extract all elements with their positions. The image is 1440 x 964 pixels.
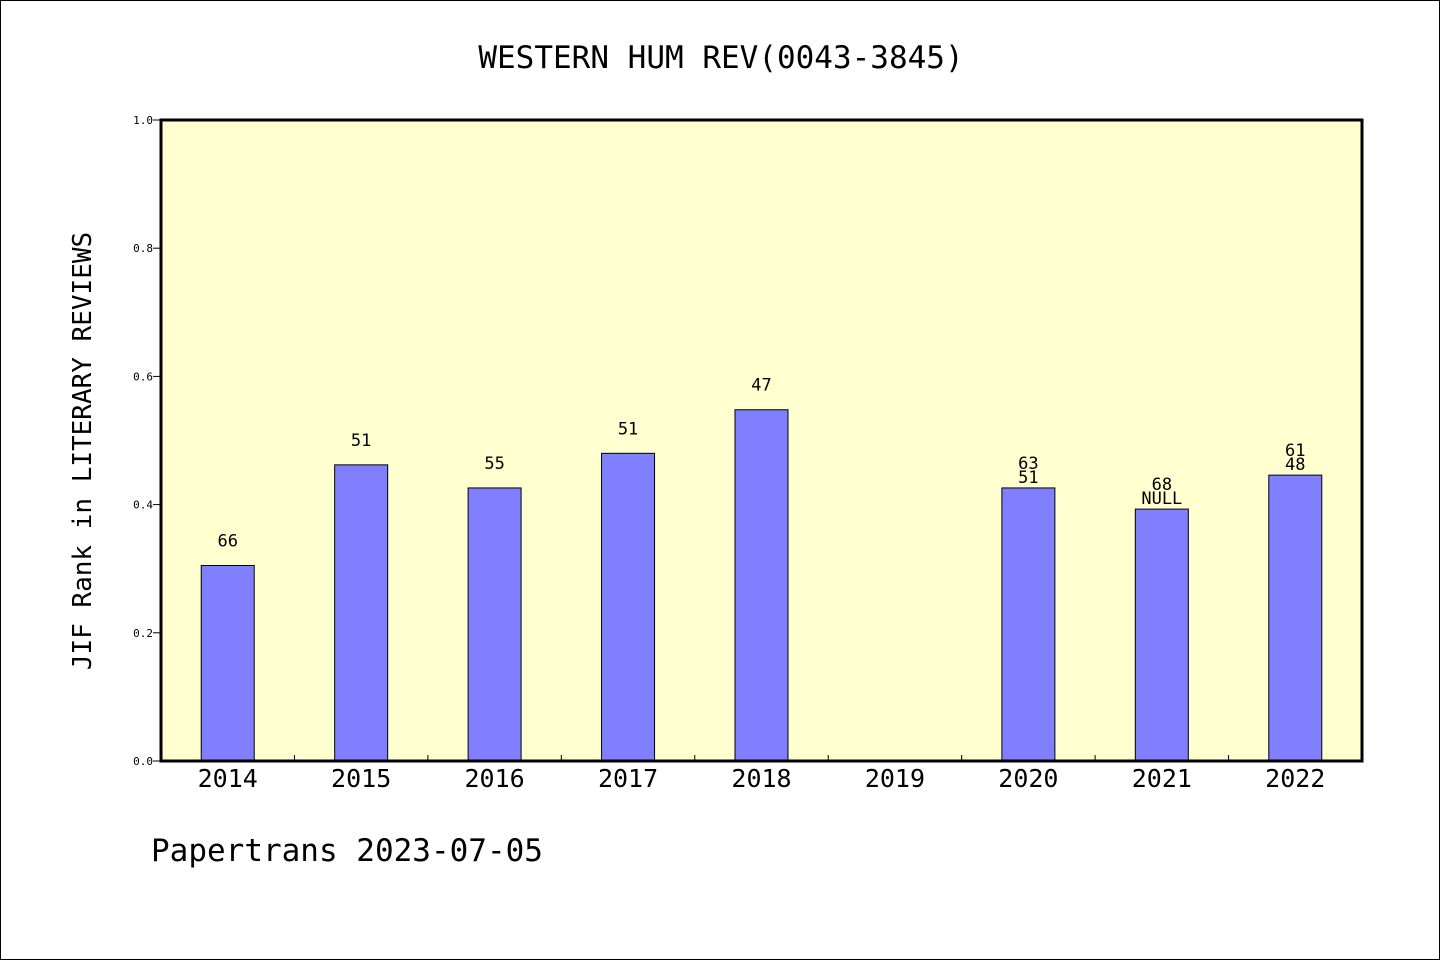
plot-border xyxy=(159,118,1364,763)
x-tick-label: 2014 xyxy=(198,764,258,793)
x-tick-label: 2017 xyxy=(598,764,658,793)
footer-credit: Papertrans 2023-07-05 xyxy=(151,833,543,869)
bar-data-label: 66 xyxy=(217,531,237,551)
bar-2018 xyxy=(734,409,789,762)
bar-data-label: 47 xyxy=(751,376,771,396)
y-tick-label: 0.6 xyxy=(133,370,153,383)
x-tick-label: 2021 xyxy=(1132,764,1192,793)
bar-data-label: 51 xyxy=(1018,468,1038,488)
bar-2020 xyxy=(1001,487,1056,762)
y-tick-label: 0.4 xyxy=(133,499,153,512)
bar-data-label: NULL xyxy=(1141,489,1182,509)
x-tick-label: 2022 xyxy=(1265,764,1325,793)
y-tick-label: 0.2 xyxy=(133,627,153,640)
bar-2022 xyxy=(1268,474,1323,762)
bar-data-label: 55 xyxy=(484,454,504,474)
bar-data-label: 48 xyxy=(1285,455,1305,475)
bar-data-label: 61 xyxy=(1285,441,1305,461)
y-tick-label: 0.8 xyxy=(133,242,153,255)
y-tick-label: 1.0 xyxy=(133,114,153,127)
bar-2017 xyxy=(601,452,656,762)
bar-data-label: 51 xyxy=(351,431,371,451)
axes-layer: 0.0 0.2 0.4 0.6 0.8 1.0 2014 2015 2016 2017 2018 20… xyxy=(133,114,1325,793)
x-tick-label: 2020 xyxy=(998,764,1058,793)
x-tick-label: 2015 xyxy=(331,764,391,793)
x-tick-label: 2018 xyxy=(731,764,791,793)
x-tick-label: 2019 xyxy=(865,764,925,793)
x-tick-label: 2016 xyxy=(465,764,525,793)
bar-2021 xyxy=(1134,508,1189,762)
chart-title: WESTERN HUM REV(0043-3845) xyxy=(478,40,963,76)
y-axis-label: JIF Rank in LITERARY REVIEWS xyxy=(68,232,98,670)
bar-2016 xyxy=(467,487,522,762)
y-tick-label: 0.0 xyxy=(133,755,153,768)
bar-2014 xyxy=(200,564,255,762)
bar-data-label: 63 xyxy=(1018,454,1038,474)
bar-data-label: 68 xyxy=(1152,475,1172,495)
bar-2015 xyxy=(334,464,389,762)
bar-data-label: 51 xyxy=(618,419,638,439)
